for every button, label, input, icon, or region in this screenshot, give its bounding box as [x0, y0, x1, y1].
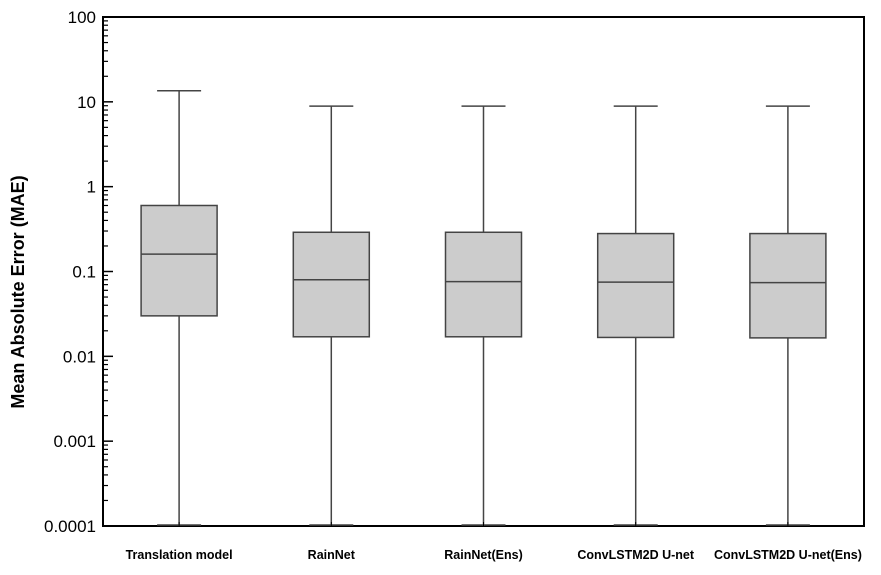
box-2	[292, 105, 371, 526]
box-5	[749, 105, 827, 526]
box-1	[140, 90, 218, 526]
x-category-label: ConvLSTM2D U-net	[577, 548, 695, 562]
y-tick-label: 0.01	[63, 347, 96, 366]
y-tick-label: 1	[87, 178, 96, 197]
y-tick-label: 10	[77, 93, 96, 112]
x-category-label: Translation model	[126, 548, 233, 562]
iqr-box	[444, 231, 523, 338]
y-tick-label: 0.0001	[44, 517, 96, 536]
x-category-label: ConvLSTM2D U-net(Ens)	[714, 548, 862, 562]
y-tick-label: 0.001	[53, 432, 96, 451]
x-axis-labels: Translation model RainNet RainNet(Ens) Conv…	[126, 522, 862, 562]
boxes-layer	[140, 90, 827, 526]
iqr-box	[292, 231, 371, 338]
y-axis: 0.0001 0.001 0.01 0.1 1 10 100	[44, 8, 113, 536]
y-tick-label: 100	[68, 8, 96, 27]
box-3	[444, 105, 523, 526]
x-category-label: RainNet	[308, 548, 356, 562]
y-tick-label: 0.1	[72, 263, 96, 282]
iqr-box	[140, 204, 218, 317]
iqr-box	[596, 232, 675, 339]
box-4	[596, 105, 675, 526]
x-category-label: RainNet(Ens)	[444, 548, 522, 562]
iqr-box	[749, 232, 827, 339]
y-axis-title: Mean Absolute Error (MAE)	[8, 175, 28, 408]
